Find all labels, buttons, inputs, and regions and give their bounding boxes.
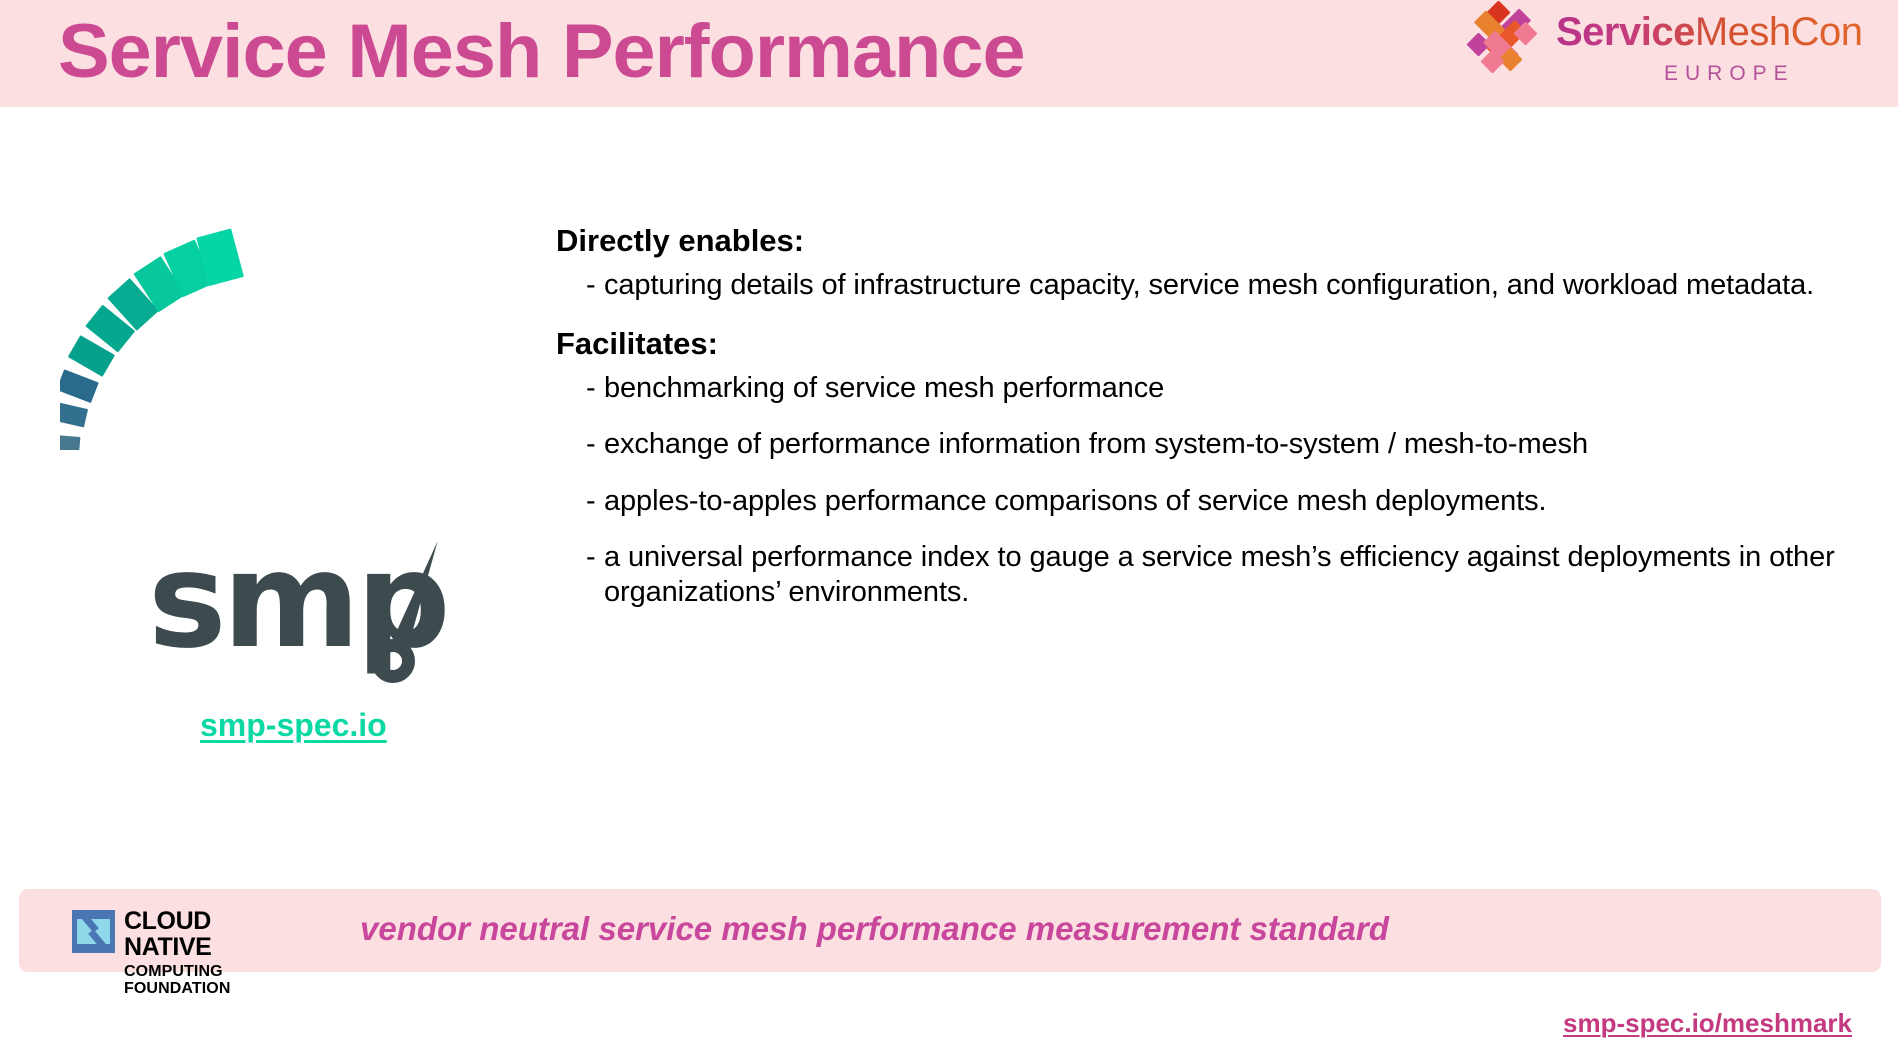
meshmark-link[interactable]: smp-spec.io/meshmark <box>1562 1008 1852 1038</box>
logo-text-meshcon: MeshCon <box>1694 10 1863 54</box>
list-item: - a universal performance index to gauge… <box>556 540 1886 611</box>
bullet-marker: - <box>586 484 596 517</box>
gauge-svg <box>49 228 244 563</box>
list-item: - benchmarking of service mesh performan… <box>556 371 1886 406</box>
bullet-marker: - <box>586 269 596 302</box>
speedometer-gauge-icon <box>49 190 560 683</box>
bullet-text: apples-to-apples performance comparisons… <box>604 484 1547 517</box>
section-heading-directly-enables: Directly enables: <box>556 223 805 258</box>
bullet-text: capturing details of infrastructure capa… <box>604 269 1815 302</box>
servicemeshcon-logo: ServiceMeshCon EUROPE <box>1466 0 1888 104</box>
bullet-marker: - <box>586 428 596 461</box>
page-title: Service Mesh Performance <box>58 9 1026 94</box>
bullet-text: benchmarking of service mesh performance <box>604 371 1165 404</box>
smp-spec-link[interactable]: smp-spec.io <box>200 707 387 743</box>
bullet-marker: - <box>586 371 596 404</box>
cncf-text: CLOUD NATIVE COMPUTING FOUNDATION <box>124 908 302 998</box>
section-heading-facilitates: Facilitates: <box>556 325 718 361</box>
bullet-text: a universal performance index to gauge a… <box>604 540 1835 609</box>
header-band <box>0 0 1898 107</box>
bullet-marker: - <box>586 540 596 573</box>
footer-tagline: vendor neutral service mesh performance … <box>360 910 1389 947</box>
bullet-list-directly-enables: - capturing details of infrastructure ca… <box>556 268 1886 303</box>
mesh-diamond-icon <box>1466 0 1542 76</box>
cncf-logo-icon <box>72 910 115 953</box>
cncf-line-1: CLOUD NATIVE <box>124 907 212 962</box>
bullet-text: exchange of performance information from… <box>604 428 1588 461</box>
bullet-list-facilitates: - benchmarking of service mesh performan… <box>556 371 1886 611</box>
list-item: - apples-to-apples performance compariso… <box>556 484 1886 519</box>
list-item: - exchange of performance information fr… <box>556 427 1886 462</box>
logo-text-service: Service <box>1556 10 1695 54</box>
list-item: - capturing details of infrastructure ca… <box>556 268 1886 303</box>
gauge-hub-icon <box>371 639 415 683</box>
cncf-line-2: COMPUTING FOUNDATION <box>124 962 231 998</box>
servicemeshcon-wordmark: ServiceMeshCon <box>1556 10 1863 55</box>
cncf-logo: CLOUD NATIVE COMPUTING FOUNDATION <box>72 904 302 997</box>
logo-region-label: EUROPE <box>1664 62 1795 85</box>
footer-band <box>19 889 1881 972</box>
smp-wordmark: smp <box>148 524 451 678</box>
content-column: Directly enables: - capturing details of… <box>556 222 1886 632</box>
